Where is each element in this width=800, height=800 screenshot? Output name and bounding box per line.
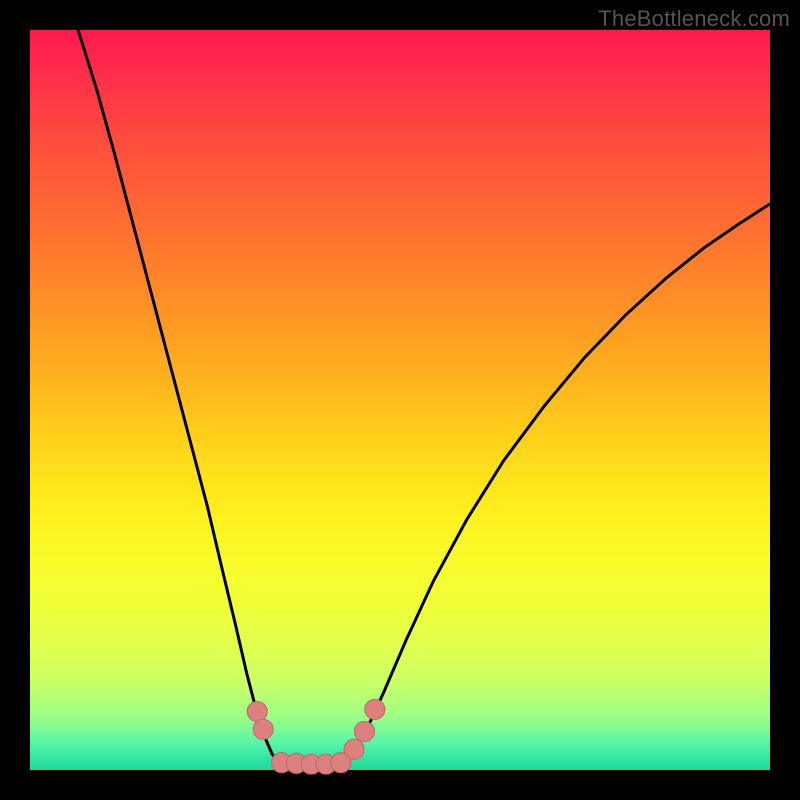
marker-point: [365, 699, 385, 719]
marker-group: [247, 699, 385, 774]
plot-area: [30, 30, 770, 770]
marker-point: [344, 739, 364, 759]
marker-point: [247, 702, 267, 722]
right-curve: [337, 204, 770, 767]
marker-point: [354, 722, 374, 742]
marker-point: [253, 719, 273, 739]
left-curve: [78, 30, 285, 767]
curves-svg: [30, 30, 770, 770]
watermark-text: TheBottleneck.com: [598, 6, 790, 32]
